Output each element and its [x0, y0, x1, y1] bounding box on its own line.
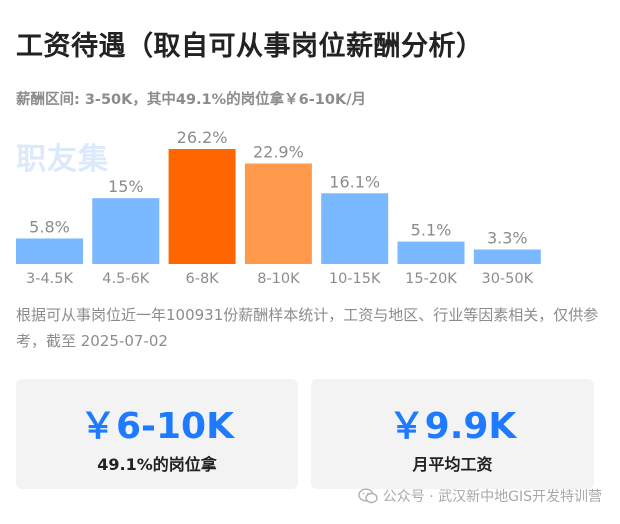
value-label-10-15K: 16.1% — [329, 172, 380, 191]
bar-6-8K — [168, 149, 236, 264]
category-label-10-15K: 10-15K — [329, 271, 381, 287]
category-label-15-20K: 15-20K — [405, 271, 457, 287]
bar-4.5-6K — [92, 198, 160, 264]
value-label-3-4.5K: 5.8% — [29, 218, 70, 237]
salary-range-subtitle: 薪酬区间: 3-50K，其中49.1%的岗位拿￥6-10K/月 — [16, 92, 366, 108]
average-salary-card: ￥9.9K 月平均工资 — [311, 379, 594, 489]
bar-10-15K — [321, 193, 389, 264]
category-label-3-4.5K: 3-4.5K — [26, 271, 74, 287]
statistics-note: 根据可从事岗位近一年100931份薪酬样本统计，工资与地区、行业等因素相关，仅供… — [16, 306, 599, 350]
footer-text: 公众号 · 武汉新中地GIS开发特训营 — [382, 489, 602, 505]
bar-8-10K — [244, 163, 312, 264]
value-label-30-50K: 3.3% — [487, 229, 528, 248]
page-title: 工资待遇（取自可从事岗位薪酬分析） — [16, 31, 484, 62]
average-salary-value: ￥9.9K — [388, 406, 517, 447]
bar-30-50K — [473, 249, 541, 264]
average-salary-label: 月平均工资 — [412, 455, 493, 474]
value-label-15-20K: 5.1% — [411, 221, 452, 240]
value-label-4.5-6K: 15% — [108, 177, 144, 196]
value-label-8-10K: 22.9% — [253, 143, 304, 162]
salary-range-value: ￥6-10K — [80, 406, 234, 447]
footer-source: 公众号 · 武汉新中地GIS开发特训营 — [358, 486, 602, 506]
wechat-icon — [358, 488, 378, 504]
category-label-8-10K: 8-10K — [257, 271, 300, 287]
category-label-6-8K: 6-8K — [185, 271, 219, 287]
salary-distribution-chart: 5.8% 3-4.5K 15% 4.5-6K 26.2% 6-8K 22.9% 8-10K 16… — [16, 128, 541, 287]
bar-15-20K — [397, 241, 465, 264]
category-label-4.5-6K: 4.5-6K — [102, 271, 150, 287]
salary-range-label: 49.1%的岗位拿 — [97, 455, 217, 474]
salary-range-card: ￥6-10K 49.1%的岗位拿 — [16, 379, 298, 489]
watermark-logo: 职友集 — [16, 142, 109, 177]
category-label-30-50K: 30-50K — [481, 271, 533, 287]
value-label-6-8K: 26.2% — [177, 128, 228, 147]
bar-3-4.5K — [16, 238, 83, 264]
